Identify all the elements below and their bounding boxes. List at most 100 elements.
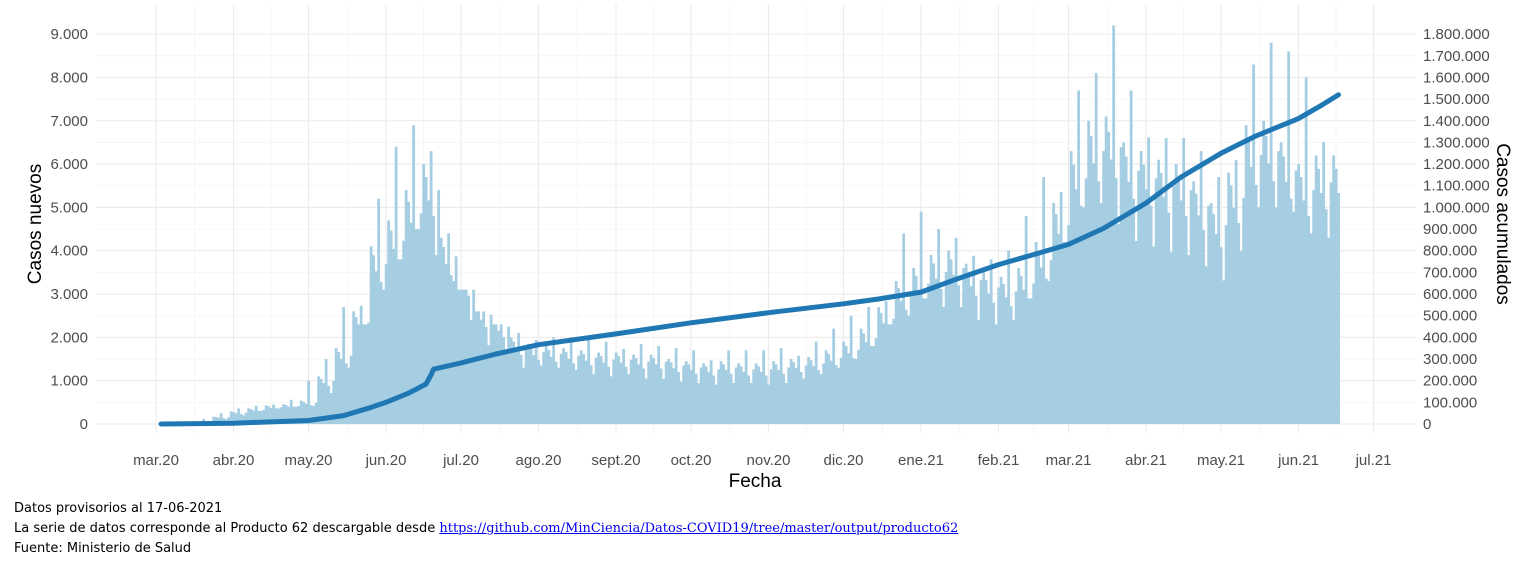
data-source-text: La serie de datos corresponde al Product… [14,521,440,536]
daily-bar [397,259,401,424]
daily-bar [949,259,953,424]
daily-bar [542,351,546,424]
daily-bar [1002,284,1006,424]
daily-bar [1219,247,1223,424]
daily-bar [794,368,798,424]
daily-bar [437,190,441,424]
daily-bar [267,406,271,424]
daily-bar [1072,164,1076,424]
daily-bar [967,271,971,424]
daily-bar [249,409,253,424]
daily-bar [1169,252,1173,424]
daily-bar [1059,192,1063,424]
daily-bar [767,384,771,424]
daily-bar [307,380,311,424]
daily-bar [264,405,268,424]
daily-bar [1327,237,1331,424]
daily-bar [379,281,383,424]
daily-bar [1234,160,1238,424]
daily-bar [854,359,858,424]
daily-bar [1132,198,1136,424]
daily-bar [612,359,616,424]
daily-bar [567,358,571,424]
daily-bar [929,255,933,424]
daily-bar [587,339,591,424]
daily-bar [372,255,376,424]
right-axis-title: Casos acumulados [1492,143,1513,305]
daily-bar [1149,205,1153,424]
daily-bar [1309,233,1313,424]
daily-bar [607,366,611,424]
x-tick-label: may.21 [1197,452,1245,469]
x-tick-label: ene.21 [898,452,944,469]
daily-bar [727,350,731,424]
left-axis-title: Casos nuevos [25,164,46,284]
daily-bar [217,417,221,424]
daily-bar [1154,178,1158,424]
daily-bar [1022,289,1026,424]
daily-bar [1047,281,1051,424]
daily-bar [799,372,803,424]
daily-bar [1307,216,1311,424]
daily-bar [1162,196,1166,424]
daily-bar [834,365,838,424]
daily-bar [887,324,891,424]
daily-bar [652,358,656,424]
daily-bar [507,326,511,424]
daily-bar [889,324,893,424]
left-tick-label: 9.000 [50,26,88,43]
daily-bar [412,125,416,424]
daily-bar [729,373,733,424]
daily-bar [909,295,913,424]
daily-bar [452,281,456,424]
right-tick-label: 1.600.000 [1423,69,1490,86]
daily-bar [554,361,558,424]
daily-bar [1142,164,1146,424]
daily-bar [667,359,671,424]
daily-bar [914,275,918,424]
daily-bar [1287,51,1291,425]
daily-bar [622,348,626,424]
daily-bar [509,337,513,424]
daily-bar [1179,200,1183,424]
right-tick-label: 1.300.000 [1423,134,1490,151]
daily-bar [239,413,243,424]
right-axis-ticks: 0 100.000 200.000 300.000 400.000 500.000 600.… [1423,26,1490,433]
x-tick-label: nov.20 [747,452,791,469]
daily-bar [404,190,408,424]
daily-bar [822,363,826,424]
daily-bar [549,356,553,424]
daily-bar [659,368,663,424]
daily-bar [534,339,538,424]
daily-bar [602,362,606,424]
daily-bar [789,359,793,424]
daily-bar [1042,177,1046,424]
daily-bar [1272,181,1276,424]
daily-bar [617,356,621,424]
daily-bar [809,360,813,424]
daily-bar [1279,142,1283,425]
daily-bar [1204,266,1208,424]
daily-bar [1064,242,1068,424]
daily-bar [479,319,483,424]
daily-bar [474,311,478,424]
x-tick-label: ago.20 [516,452,562,469]
left-tick-label: 3.000 [50,286,88,303]
data-source-link[interactable]: https://github.com/MinCiencia/Datos-COVI… [439,521,959,536]
daily-bar [1127,181,1131,424]
daily-bar [1139,151,1143,425]
daily-bar [1027,298,1031,424]
daily-bar [484,326,488,424]
daily-bar [772,361,776,424]
daily-bar [464,289,468,424]
daily-bar [454,256,458,424]
daily-bar [762,350,766,424]
daily-bar [1312,190,1316,424]
daily-bar [352,311,356,424]
daily-bar [1277,151,1281,425]
daily-bar [334,348,338,424]
daily-bar [559,353,563,424]
daily-bar [1194,193,1198,424]
daily-bar [514,349,518,424]
daily-bar [672,368,676,424]
